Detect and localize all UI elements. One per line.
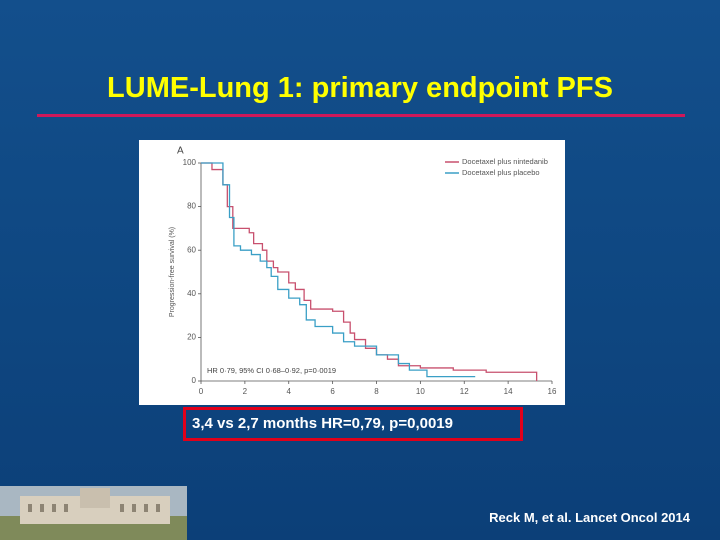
- x-tick-label: 6: [330, 387, 335, 396]
- photo: [0, 486, 187, 540]
- y-tick-label: 40: [187, 289, 196, 298]
- x-tick-label: 16: [548, 387, 557, 396]
- y-tick-label: 80: [187, 202, 196, 211]
- x-tick-label: 14: [504, 387, 513, 396]
- highlight-box: 3,4 vs 2,7 months HR=0,79, p=0,0019: [183, 407, 523, 441]
- annotation: HR 0·79, 95% CI 0·68–0·92, p=0·0019: [207, 366, 336, 375]
- x-tick-label: 8: [374, 387, 379, 396]
- title-rule: [37, 114, 685, 117]
- slide-title: LUME-Lung 1: primary endpoint PFS: [107, 72, 613, 104]
- x-tick-label: 12: [460, 387, 469, 396]
- y-axis-label: Progression-free survival (%): [169, 227, 176, 317]
- y-tick-label: 60: [187, 245, 196, 254]
- chart-background: [139, 140, 565, 405]
- panel-label: A: [177, 146, 184, 157]
- x-tick-label: 0: [199, 387, 204, 396]
- x-tick-label: 10: [416, 387, 425, 396]
- citation: Reck M, et al. Lancet Oncol 2014: [489, 510, 690, 525]
- y-tick-label: 0: [192, 376, 197, 385]
- x-tick-label: 2: [243, 387, 248, 396]
- x-tick-label: 4: [287, 387, 292, 396]
- y-tick-label: 100: [183, 158, 197, 167]
- y-tick-label: 20: [187, 333, 196, 342]
- legend-label: Docetaxel plus nintedanib: [462, 157, 548, 166]
- legend-label: Docetaxel plus placebo: [462, 168, 540, 177]
- series-line: [201, 162, 476, 378]
